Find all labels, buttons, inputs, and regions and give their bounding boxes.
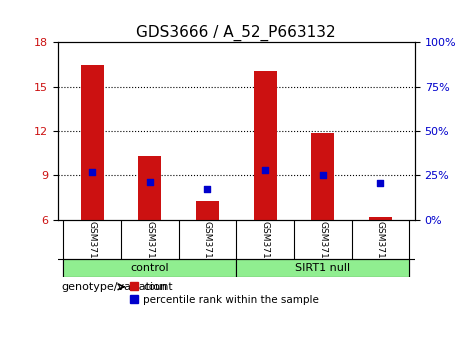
Bar xyxy=(369,217,392,220)
Bar xyxy=(196,201,219,220)
Text: GSM371988: GSM371988 xyxy=(88,221,97,276)
Text: GSM371993: GSM371993 xyxy=(376,221,385,276)
Text: genotype/variation: genotype/variation xyxy=(61,282,167,292)
Legend: count, percentile rank within the sample: count, percentile rank within the sample xyxy=(125,278,323,309)
Bar xyxy=(311,133,334,220)
Text: GSM371989: GSM371989 xyxy=(145,221,154,276)
Text: control: control xyxy=(130,263,169,273)
Point xyxy=(89,169,96,175)
Point xyxy=(146,179,154,184)
Point xyxy=(319,173,326,178)
Point xyxy=(204,186,211,192)
FancyBboxPatch shape xyxy=(64,259,236,278)
Bar xyxy=(138,156,161,220)
FancyBboxPatch shape xyxy=(236,259,409,278)
Text: GSM371991: GSM371991 xyxy=(260,221,270,276)
Text: SIRT1 null: SIRT1 null xyxy=(295,263,350,273)
Point xyxy=(261,167,269,173)
Title: GDS3666 / A_52_P663132: GDS3666 / A_52_P663132 xyxy=(136,25,336,41)
Text: GSM371992: GSM371992 xyxy=(318,221,327,276)
Bar xyxy=(81,65,104,220)
Bar xyxy=(254,70,277,220)
Point xyxy=(377,180,384,185)
Text: GSM371990: GSM371990 xyxy=(203,221,212,276)
